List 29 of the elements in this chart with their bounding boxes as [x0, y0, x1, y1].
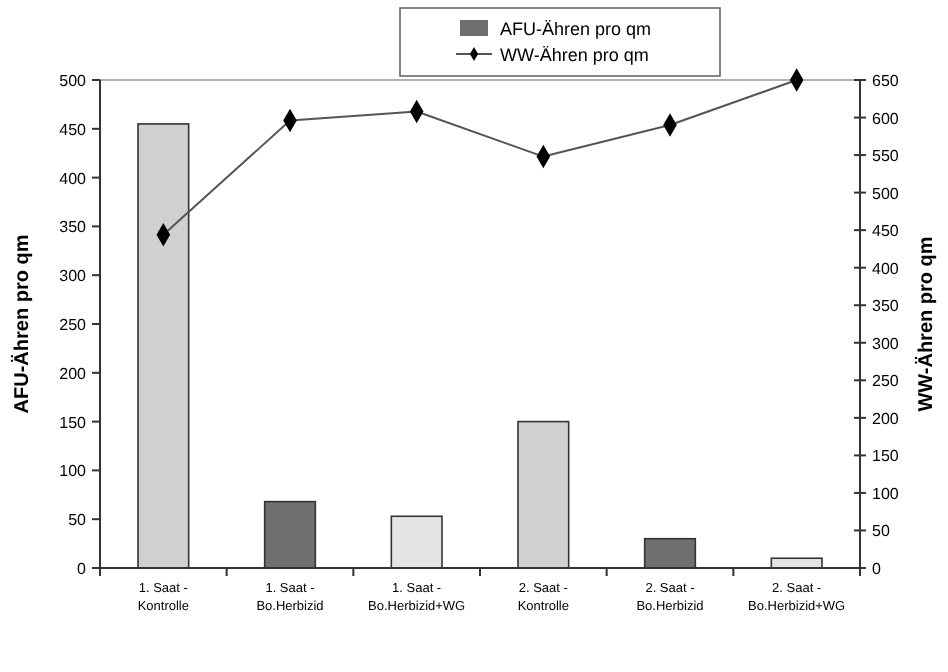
legend-label: AFU-Ähren pro qm [500, 19, 652, 39]
y2-tick-label: 600 [872, 109, 900, 128]
y2-tick-label: 400 [872, 259, 900, 278]
y-axis-title: AFU-Ähren pro qm [10, 234, 34, 414]
y2-tick-label: 100 [872, 484, 900, 503]
y-tick-label: 150 [59, 413, 88, 432]
y-tick-label: 350 [59, 218, 88, 237]
y2-tick-label: 300 [872, 334, 900, 353]
y2-tick-label: 350 [872, 297, 900, 316]
y2-axis-title: WW-Ähren pro qm [914, 236, 938, 412]
y-tick-label: 450 [59, 120, 88, 139]
y-tick-label: 250 [59, 316, 88, 334]
y2-tick-label: 450 [872, 222, 900, 241]
y-tick-label: 400 [59, 169, 88, 188]
y2-tick-label: 50 [872, 522, 891, 541]
y2-tick-label: 200 [872, 409, 900, 428]
y2-tick-label: 150 [872, 447, 900, 466]
y2-tick-label: 550 [872, 147, 900, 166]
y2-tick-label: 250 [872, 372, 900, 391]
y-tick-label: 100 [59, 462, 88, 481]
y2-tick-label: 650 [872, 72, 900, 90]
y-tick-label: 0 [77, 560, 88, 578]
y-tick-label: 200 [59, 364, 88, 383]
y-tick-label: 500 [59, 72, 88, 90]
legend-label: WW-Ähren pro qm [500, 45, 649, 65]
y-tick-label: 50 [68, 511, 88, 530]
y2-tick-label: 0 [872, 560, 882, 578]
y-tick-label: 300 [59, 267, 88, 286]
y2-tick-label: 500 [872, 184, 900, 203]
